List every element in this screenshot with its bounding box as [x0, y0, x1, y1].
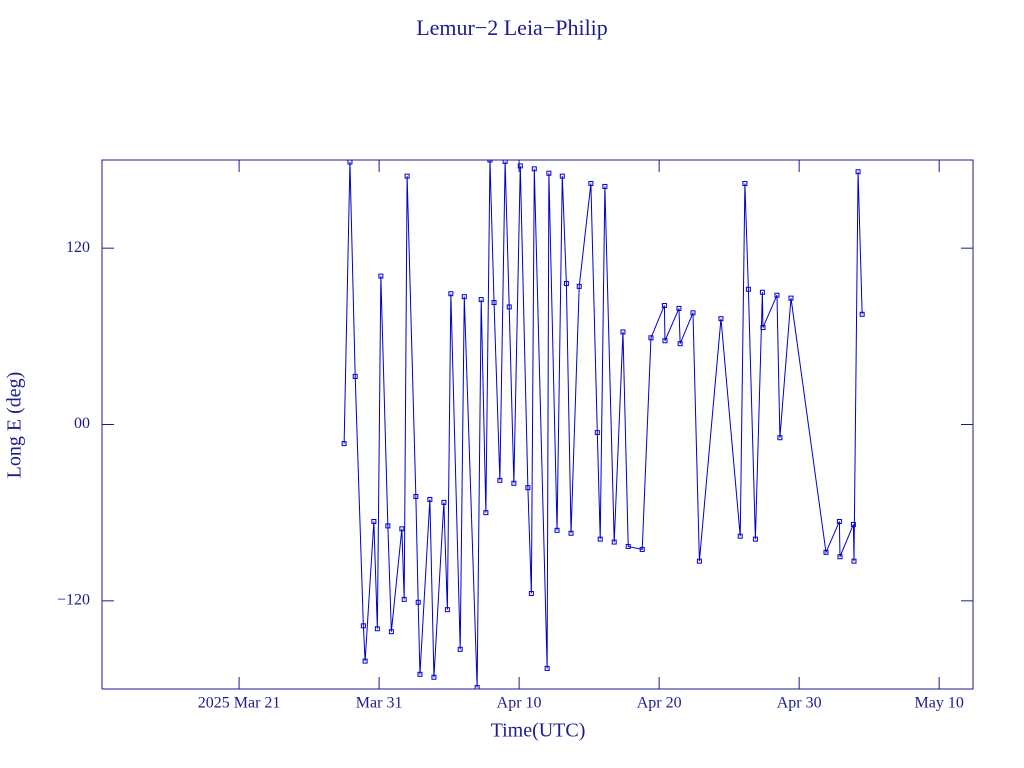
- chart-title: Lemur−2 Leia−Philip: [416, 15, 608, 40]
- point-marker: [559, 173, 565, 179]
- point-marker: [347, 160, 353, 165]
- point-marker: [859, 311, 865, 317]
- point-marker: [427, 496, 433, 502]
- point-marker: [737, 533, 743, 539]
- point-marker: [517, 163, 523, 169]
- x-axis-label: Time(UTC): [491, 720, 586, 742]
- point-marker: [661, 302, 667, 308]
- point-marker: [855, 169, 861, 175]
- point-marker: [506, 304, 512, 310]
- point-marker: [568, 530, 574, 536]
- y-axis-label: Long E (deg): [4, 372, 26, 479]
- point-marker: [554, 527, 560, 533]
- x-tick-label: May 10: [914, 695, 963, 712]
- x-tick-label: Apr 30: [777, 695, 822, 712]
- point-marker: [648, 335, 654, 341]
- point-marker: [388, 629, 394, 635]
- point-marker: [441, 499, 447, 505]
- point-marker: [444, 607, 450, 613]
- x-tick-label: Apr 10: [497, 695, 542, 712]
- point-marker: [448, 291, 454, 297]
- point-marker: [362, 658, 368, 664]
- point-marker: [374, 626, 380, 632]
- plot-area: [341, 160, 865, 689]
- point-marker: [677, 341, 683, 347]
- y-tick-label: 00: [74, 415, 90, 432]
- point-marker: [531, 166, 537, 172]
- point-marker: [836, 518, 842, 524]
- point-marker: [511, 480, 517, 486]
- point-marker: [788, 295, 794, 301]
- point-marker: [774, 292, 780, 298]
- point-marker: [417, 671, 423, 677]
- point-marker: [563, 280, 569, 286]
- point-marker: [341, 441, 347, 447]
- point-marker: [696, 558, 702, 564]
- point-marker: [399, 526, 405, 532]
- point-marker: [483, 510, 489, 516]
- point-marker: [497, 477, 503, 483]
- point-marker: [625, 543, 631, 549]
- point-marker: [639, 546, 645, 552]
- point-marker: [525, 485, 531, 491]
- point-marker: [662, 338, 668, 344]
- point-marker: [352, 373, 358, 379]
- point-marker: [544, 665, 550, 671]
- point-marker: [487, 160, 493, 163]
- point-marker: [474, 685, 480, 689]
- point-marker: [620, 329, 626, 335]
- point-marker: [611, 539, 617, 545]
- point-marker: [385, 523, 391, 529]
- point-marker: [528, 590, 534, 596]
- point-marker: [718, 316, 724, 322]
- point-marker: [597, 536, 603, 542]
- point-marker: [602, 183, 608, 189]
- point-marker: [752, 536, 758, 542]
- y-tick-label: −120: [57, 592, 90, 609]
- point-marker: [457, 646, 463, 652]
- point-marker: [404, 173, 410, 179]
- point-marker: [760, 325, 766, 331]
- point-marker: [401, 596, 407, 602]
- point-marker: [502, 160, 508, 164]
- point-marker: [850, 521, 856, 527]
- point-marker: [588, 181, 594, 187]
- point-marker: [461, 294, 467, 300]
- point-marker: [415, 599, 421, 605]
- point-marker: [745, 286, 751, 292]
- point-marker: [690, 310, 696, 316]
- point-marker: [837, 554, 843, 560]
- x-tick-label: Mar 31: [356, 695, 403, 712]
- point-marker: [491, 300, 497, 306]
- point-marker: [759, 289, 765, 295]
- x-tick-label: Apr 20: [637, 695, 682, 712]
- point-marker: [594, 430, 600, 436]
- point-marker: [371, 518, 377, 524]
- series-line: [343, 160, 863, 688]
- point-marker: [576, 283, 582, 289]
- plot-frame: [101, 159, 974, 690]
- y-tick-label: 120: [66, 239, 90, 256]
- point-marker: [378, 273, 384, 279]
- point-marker: [851, 558, 857, 564]
- point-marker: [413, 494, 419, 500]
- point-marker: [478, 297, 484, 303]
- point-marker: [431, 674, 437, 680]
- point-marker: [360, 623, 366, 629]
- point-marker: [546, 170, 552, 176]
- point-marker: [823, 549, 829, 555]
- x-tick-label: 2025 Mar 21: [198, 695, 281, 712]
- point-marker: [742, 181, 748, 187]
- point-marker: [777, 435, 783, 441]
- point-marker: [676, 305, 682, 311]
